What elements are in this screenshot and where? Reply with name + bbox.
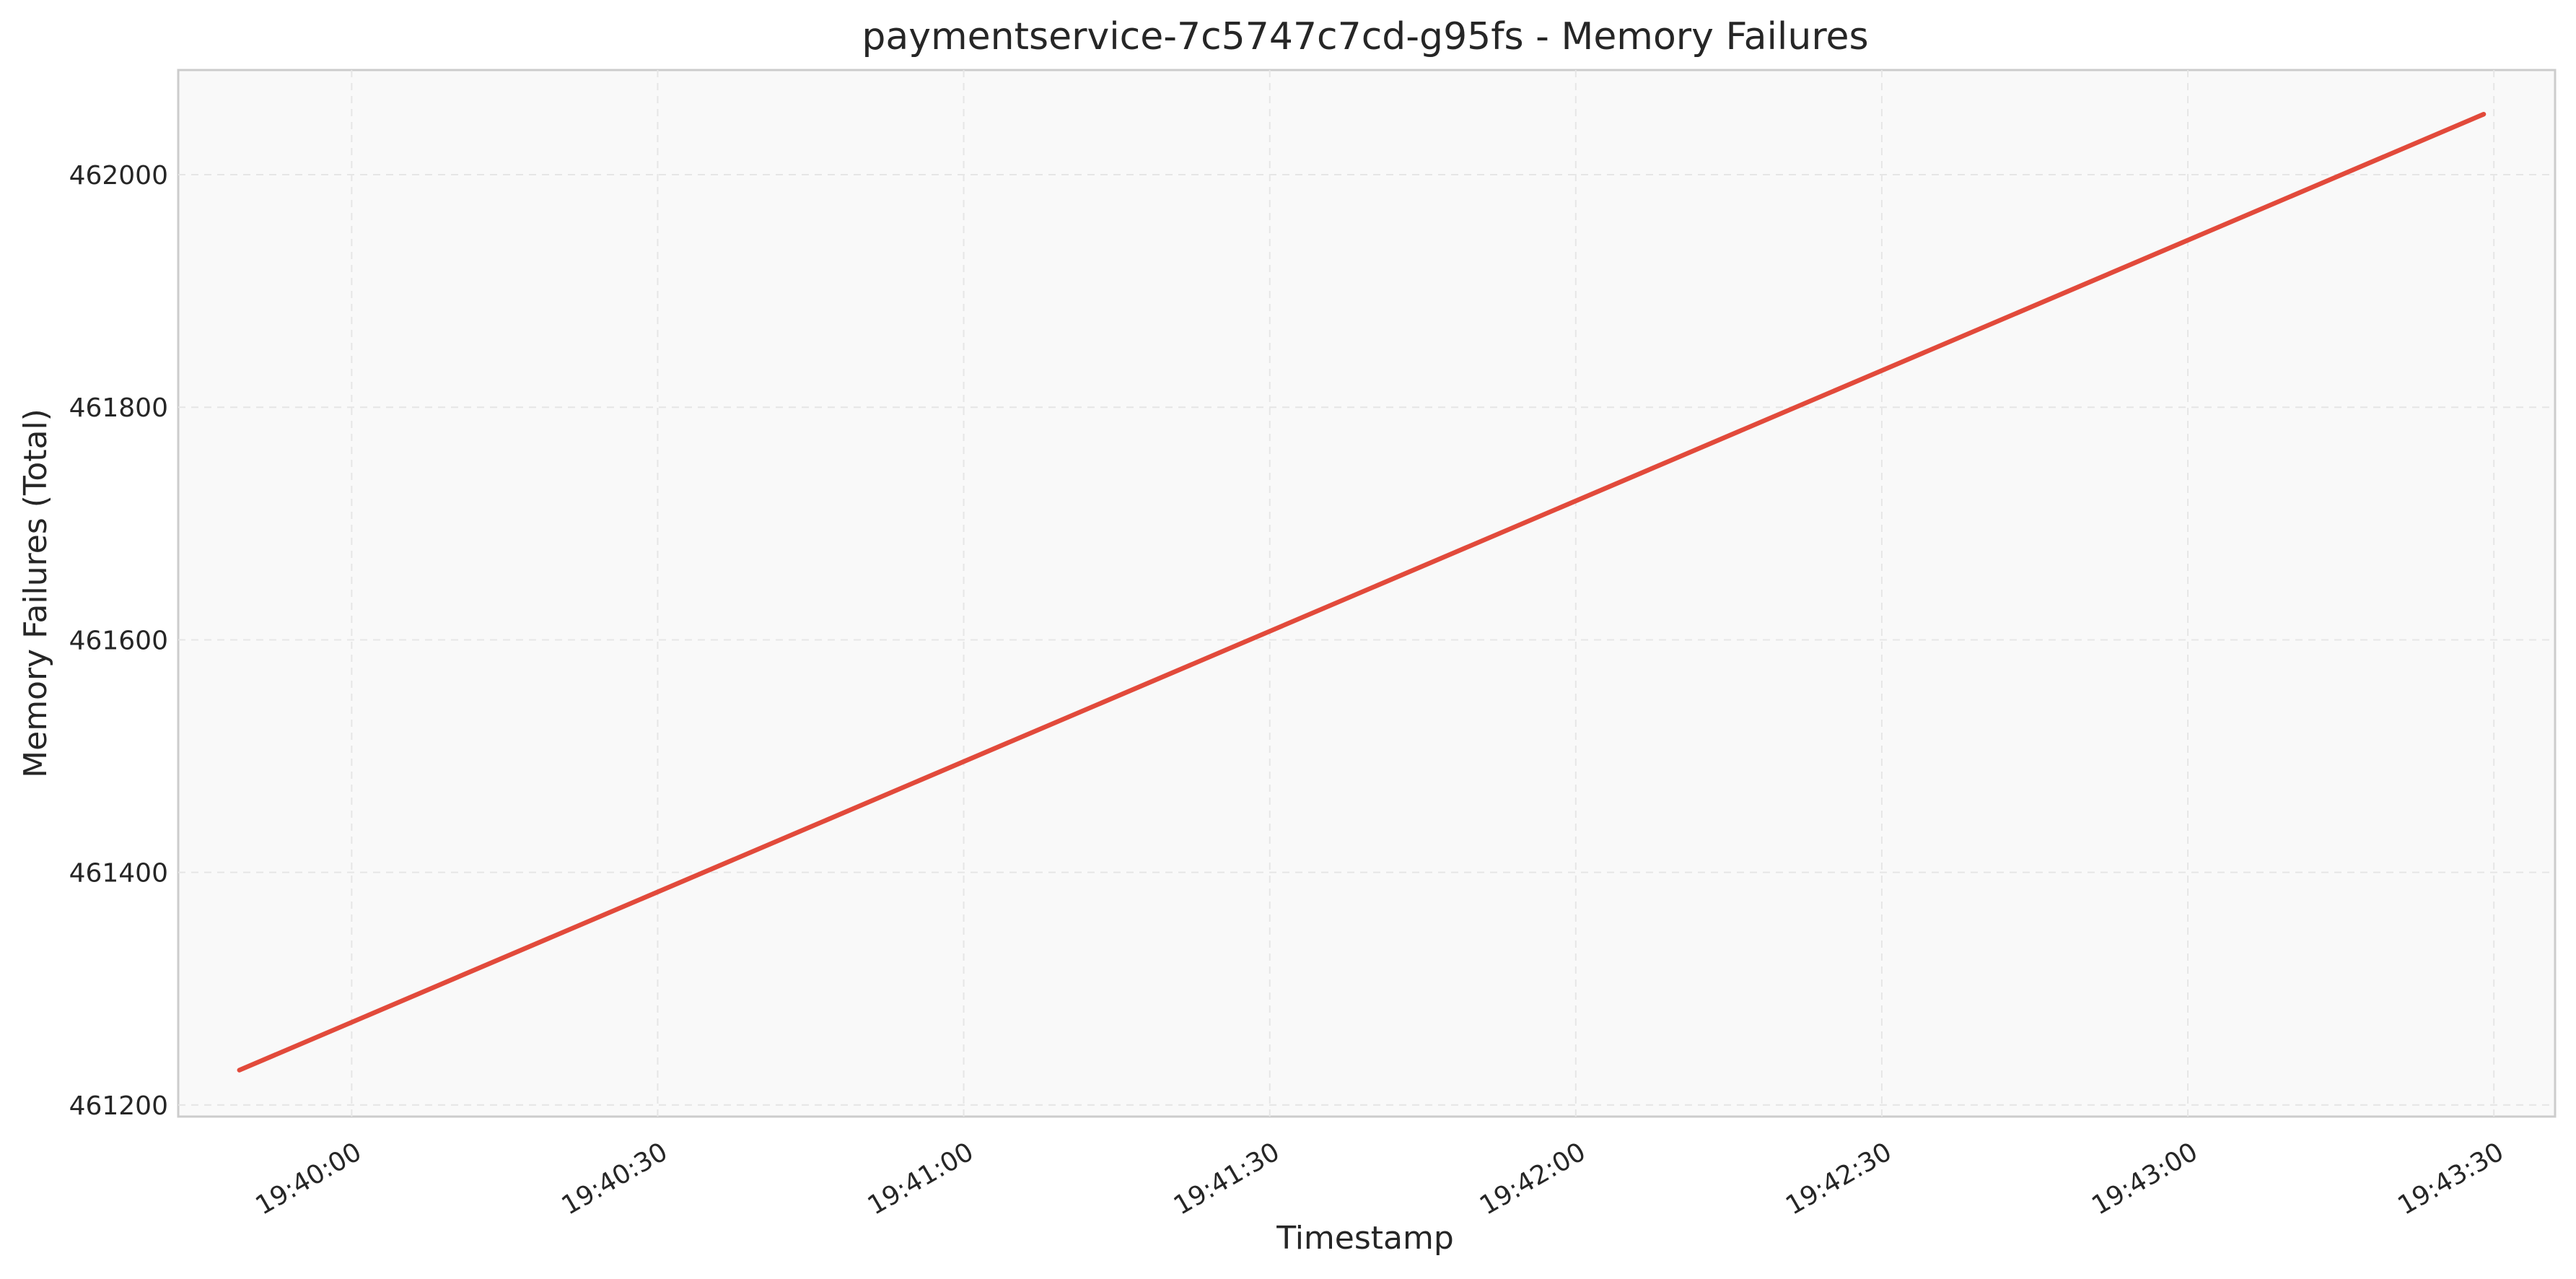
y-tick-label: 461600: [69, 626, 168, 655]
series-layer: [237, 111, 2487, 1073]
x-tick-label: 19:42:30: [1781, 1137, 1897, 1221]
plot-area: [177, 69, 2557, 1118]
y-tick-label: 461200: [69, 1091, 168, 1121]
x-tick-label: 19:40:00: [251, 1137, 367, 1221]
x-tick-label: 19:42:00: [1475, 1137, 1591, 1221]
y-tick-label: 462000: [69, 161, 168, 191]
series-line: [237, 111, 2487, 1073]
y-tick-label: 461800: [69, 393, 168, 423]
data-point: [237, 1068, 242, 1073]
y-axis-label: Memory Failures (Total): [17, 409, 54, 778]
x-tick-label: 19:43:00: [2087, 1137, 2203, 1221]
y-axis-ticks: 461200 461400 461600 461800 462000: [69, 161, 168, 1121]
x-axis-label: Timestamp: [1276, 1220, 1454, 1257]
x-tick-label: 19:41:00: [863, 1137, 979, 1221]
x-tick-label: 19:41:30: [1169, 1137, 1285, 1221]
grid-lines: [178, 70, 2555, 1117]
chart-title: paymentservice-7c5747c7cd-g95fs - Memory…: [862, 15, 1868, 58]
x-tick-label: 19:40:30: [557, 1137, 673, 1221]
x-axis-ticks: 19:40:00 19:40:30 19:41:00 19:41:30 19:42:00…: [251, 1137, 2509, 1221]
x-tick-label: 19:43:30: [2393, 1137, 2509, 1221]
data-point: [2481, 112, 2487, 117]
y-tick-label: 461400: [69, 859, 168, 889]
